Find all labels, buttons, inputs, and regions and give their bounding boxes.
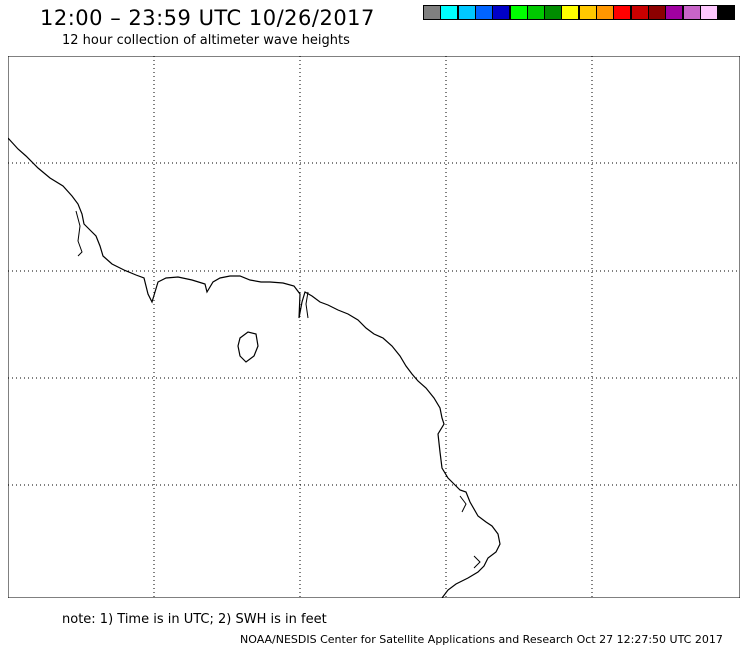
legend-swatch: [526, 5, 545, 20]
legend-swatch: [596, 5, 614, 20]
legend-swatch: [613, 5, 632, 20]
legend-swatch: [717, 5, 736, 20]
legend-swatch: [647, 5, 666, 20]
map-frame: [7, 55, 740, 599]
legend-swatch: [509, 5, 528, 20]
coastline: [7, 137, 501, 599]
legend-swatch: [665, 5, 684, 20]
map-canvas: [7, 55, 740, 599]
legend-swatch: [561, 5, 580, 20]
legend-swatch: [630, 5, 649, 20]
footer-note: note: 1) Time is in UTC; 2) SWH is in fe…: [62, 612, 327, 627]
page-title: 12:00 – 23:59 UTC 10/26/2017: [40, 6, 375, 30]
legend-swatch: [492, 5, 511, 20]
page-subtitle: 12 hour collection of altimeter wave hei…: [62, 33, 350, 48]
graticule: [8, 56, 740, 598]
legend-swatch: [423, 5, 441, 20]
legend-swatch: [699, 5, 718, 20]
footer-credit: NOAA/NESDIS Center for Satellite Applica…: [240, 633, 723, 646]
legend-swatch: [440, 5, 459, 20]
map-plot: [7, 55, 740, 599]
legend-swatch: [578, 5, 597, 20]
legend-swatch: [682, 5, 701, 20]
legend-swatch: [544, 5, 563, 20]
legend-swatch: [474, 5, 493, 20]
legend-swatch: [457, 5, 476, 20]
